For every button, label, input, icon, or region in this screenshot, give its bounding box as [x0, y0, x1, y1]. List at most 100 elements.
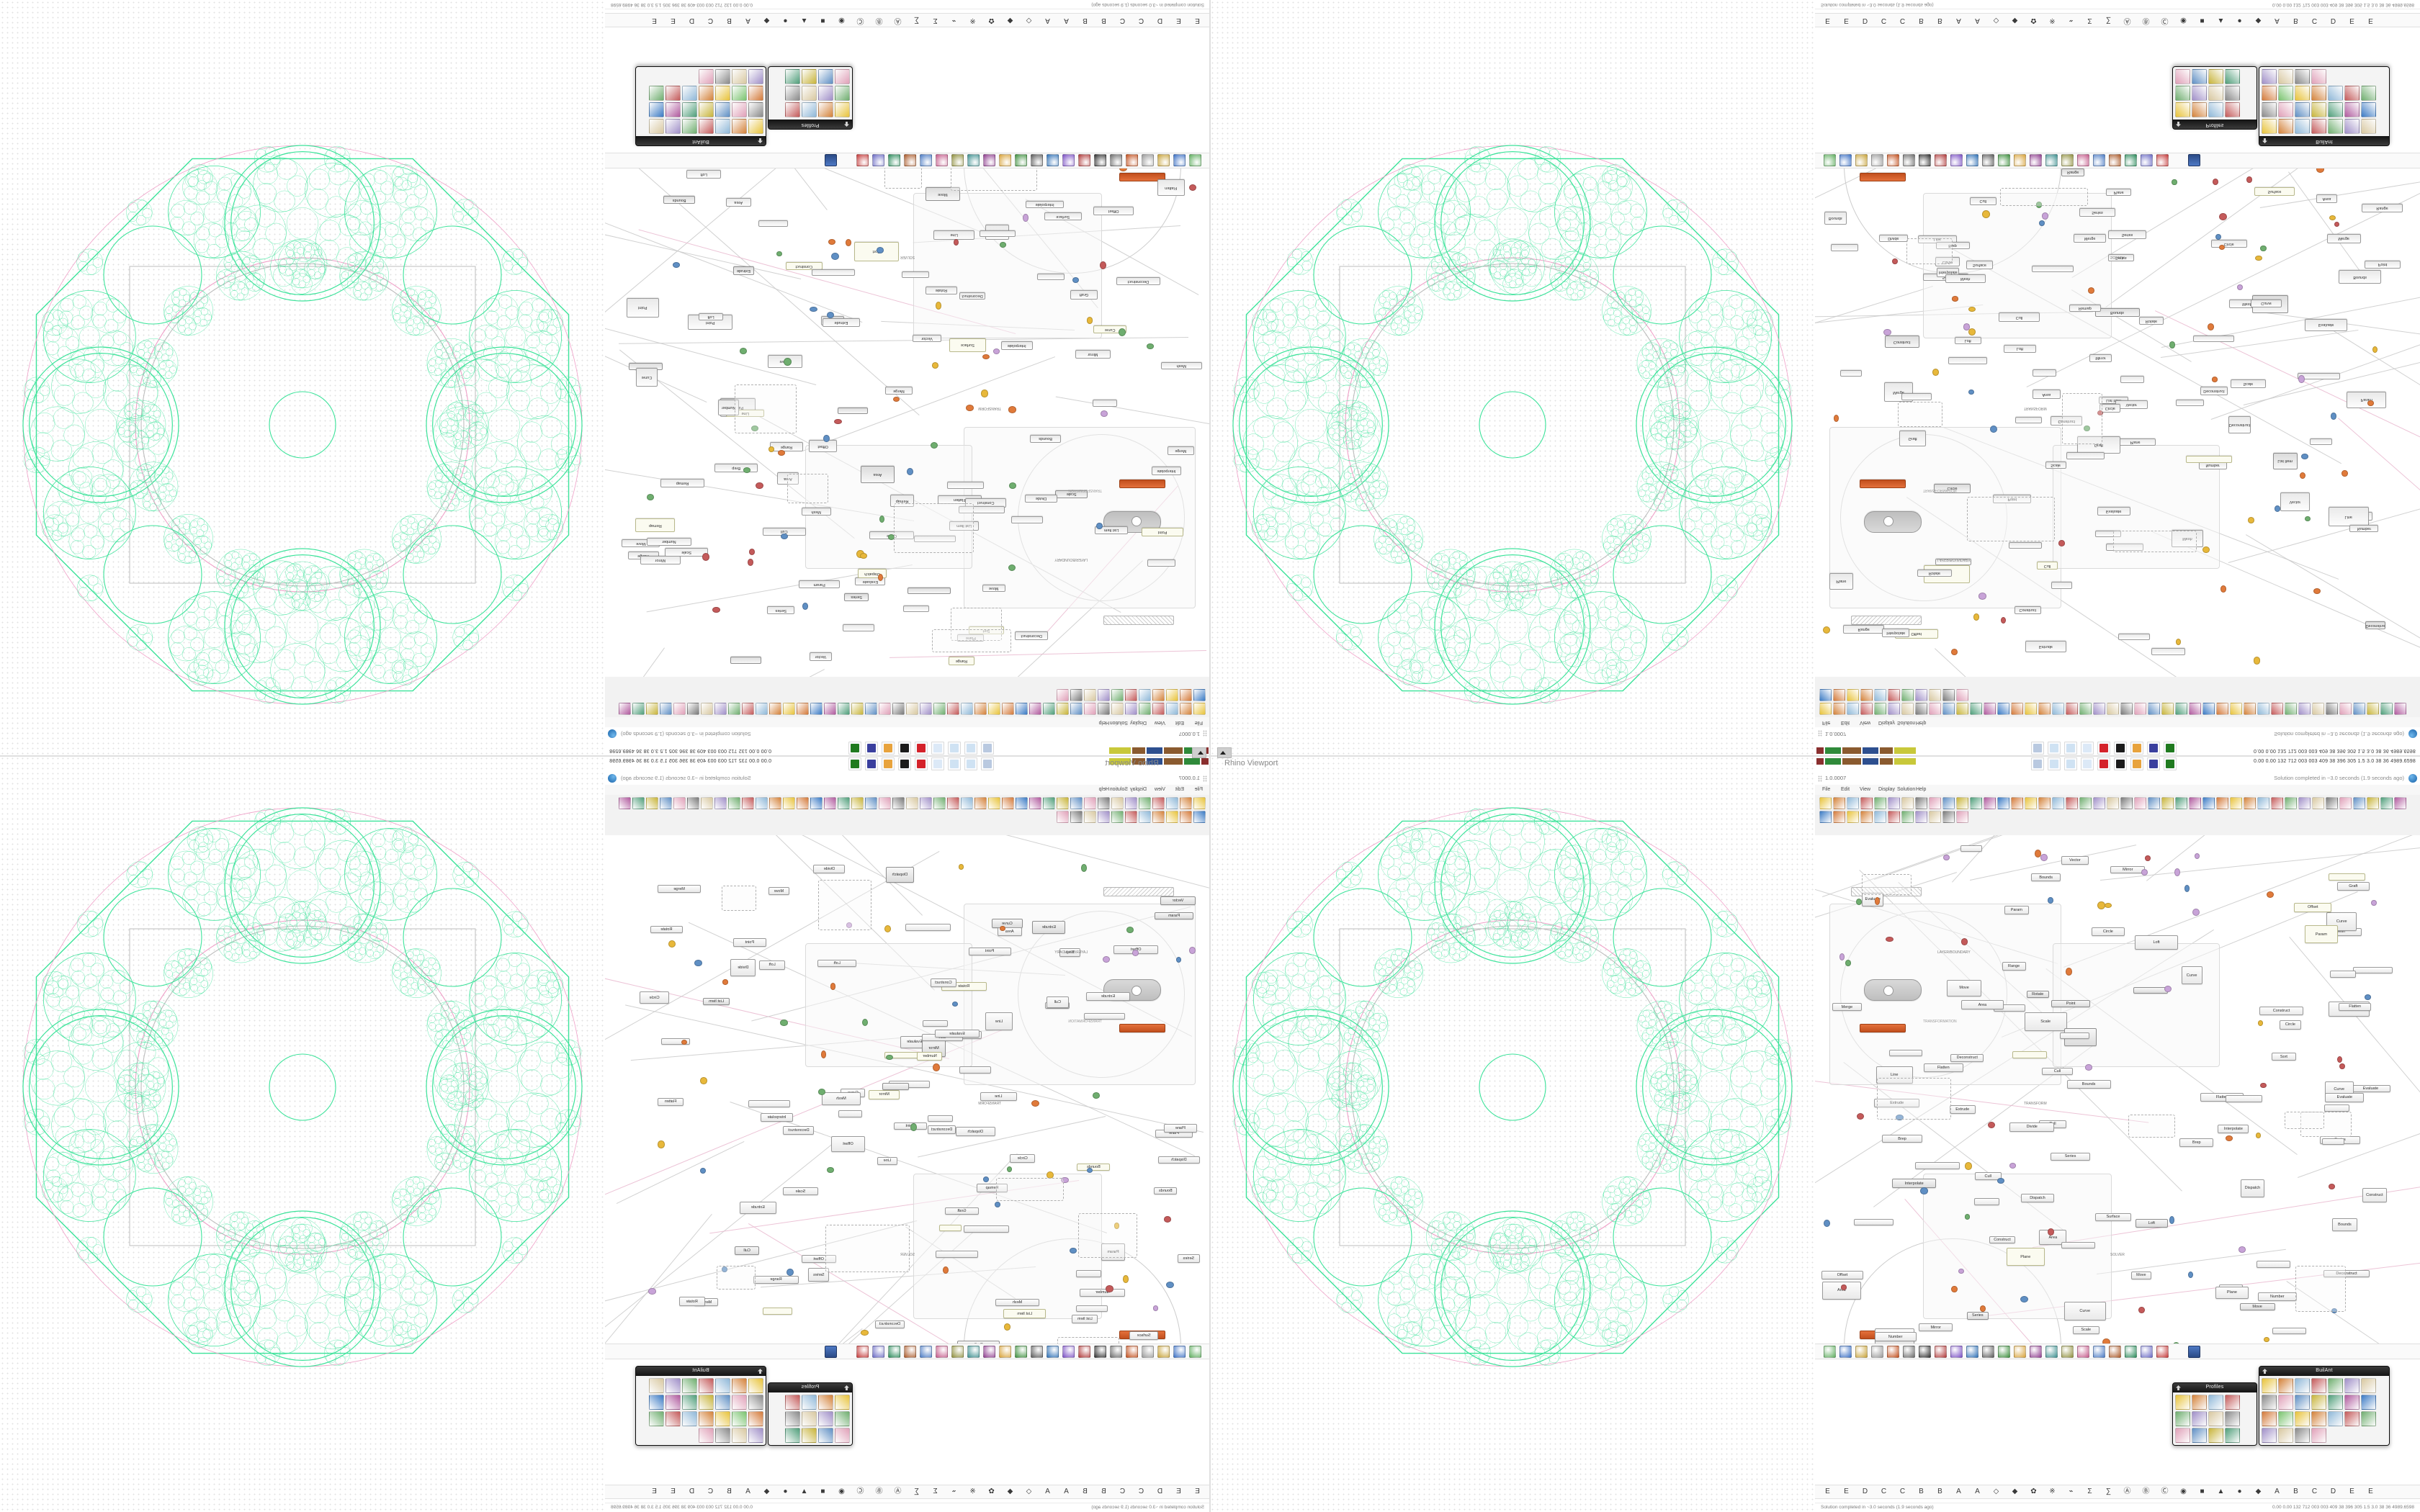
shape-tool-12[interactable]: ※	[2049, 1488, 2056, 1495]
gh-component[interactable]	[2193, 335, 2235, 343]
highlighted-component[interactable]	[1860, 480, 1906, 488]
ribbon-icon-25[interactable]	[851, 797, 864, 809]
surface-warp-icon[interactable]	[682, 1378, 697, 1393]
gh-component[interactable]	[2066, 452, 2105, 460]
shape-tool-15[interactable]: ∑	[913, 1488, 920, 1495]
ball-icon[interactable]	[2344, 102, 2360, 117]
shape-tool-5[interactable]: B	[1101, 1488, 1106, 1495]
ribbon-icon-47[interactable]	[1874, 689, 1886, 701]
toolbar-button-6[interactable]	[1094, 154, 1106, 166]
gh-component[interactable]: Scale	[2024, 1012, 2067, 1032]
ribbon-icon-14[interactable]	[2011, 797, 2023, 809]
param-dot[interactable]	[1973, 613, 1979, 621]
ribbon-icon-48[interactable]	[1125, 689, 1137, 701]
param-dot[interactable]	[2255, 255, 2262, 261]
gh-component[interactable]: Line	[933, 230, 974, 240]
angle-profile-icon[interactable]	[802, 1395, 817, 1410]
param-dot[interactable]	[951, 1001, 959, 1007]
shape-tool-21[interactable]: ▲	[2217, 17, 2225, 24]
node-link-icon[interactable]	[699, 102, 714, 117]
ribbon-icon-18[interactable]	[947, 703, 959, 715]
menu-item-file[interactable]: File	[1194, 720, 1203, 725]
toolbar-button-2[interactable]	[1855, 154, 1868, 166]
ribbon-icon-34[interactable]	[2285, 797, 2297, 809]
ribbon-icon-14[interactable]	[2011, 703, 2023, 715]
param-dot[interactable]	[2084, 1063, 2093, 1071]
torus-icon[interactable]	[2175, 1395, 2190, 1410]
param-dot[interactable]	[1886, 936, 1894, 942]
gh-component[interactable]: List Item	[1072, 1314, 1098, 1324]
gh-component[interactable]	[1037, 273, 1065, 280]
branch-icon[interactable]	[2262, 102, 2277, 117]
drag-grip[interactable]	[1818, 730, 1822, 737]
ribbon-icon-37[interactable]	[687, 797, 699, 809]
param-dot[interactable]	[1093, 1092, 1101, 1099]
shape-tool-23[interactable]: ◆	[763, 1488, 770, 1495]
gh-component[interactable]: Bounds	[1824, 211, 1847, 225]
param-dot[interactable]	[1920, 1187, 1929, 1195]
mesh-surface-3-icon[interactable]	[699, 69, 714, 84]
param-dot[interactable]	[834, 418, 842, 424]
param-dot[interactable]	[1008, 482, 1016, 490]
shape-tool-3[interactable]: C	[1138, 17, 1144, 24]
blue-solid-icon[interactable]	[2361, 86, 2376, 101]
ribbon-icon-48[interactable]	[1125, 811, 1137, 823]
gh-component[interactable]: Series	[2051, 1152, 2091, 1161]
branch-icon[interactable]	[748, 1395, 763, 1410]
param-dot[interactable]	[2172, 179, 2177, 186]
toolbar-button-12[interactable]	[999, 1346, 1011, 1358]
ribbon-icon-29[interactable]	[2216, 797, 2228, 809]
gh-component[interactable]	[1076, 1305, 1108, 1312]
gh-component[interactable]: Surface	[2254, 186, 2295, 196]
node-link-icon[interactable]	[2311, 1395, 2326, 1410]
palette-header[interactable]: Profiles	[768, 120, 852, 129]
node-link-2-icon[interactable]	[2295, 86, 2310, 101]
toolbar-button-2[interactable]	[1157, 1346, 1170, 1358]
gh-component[interactable]: Range	[2061, 168, 2085, 176]
toolbar-button-13[interactable]	[2030, 1346, 2042, 1358]
ribbon-icon-16[interactable]	[974, 703, 987, 715]
pin-icon[interactable]	[2176, 1385, 2181, 1390]
toolbar-button-3[interactable]	[1871, 154, 1883, 166]
frame-pick-icon[interactable]	[732, 1378, 747, 1393]
ribbon-icon-49[interactable]	[1901, 689, 1914, 701]
gh-component[interactable]: Brep	[1881, 1135, 1923, 1143]
gh-component[interactable]: Number	[1080, 1289, 1126, 1297]
gh-component[interactable]	[923, 1020, 948, 1027]
ribbon-icon-17[interactable]	[2052, 703, 2064, 715]
gh-component[interactable]: Interpolate	[1151, 467, 1182, 475]
box-tube-icon[interactable]	[818, 86, 833, 101]
param-dot[interactable]	[2253, 657, 2261, 665]
palette-builant[interactable]: BuilAnt	[635, 1366, 766, 1446]
param-dot[interactable]	[668, 940, 676, 948]
shape-tool-14[interactable]: Σ	[933, 1488, 938, 1495]
gh-component[interactable]	[905, 923, 951, 931]
ribbon-icon-8[interactable]	[1084, 797, 1096, 809]
param-dot[interactable]	[2211, 377, 2218, 382]
ribbon-icon-32[interactable]	[2257, 703, 2269, 715]
shape-tool-10[interactable]: ◆	[1007, 17, 1013, 24]
gh-component[interactable]: Move	[768, 887, 789, 895]
shape-tool-16[interactable]: Ⓐ	[2123, 17, 2131, 24]
gh-component[interactable]: Plane	[2215, 1286, 2249, 1300]
i-beam-icon[interactable]	[835, 1411, 850, 1426]
viewport-tab-right[interactable]	[1217, 747, 1232, 758]
chain-nodes-icon[interactable]	[2311, 119, 2326, 134]
ribbon-icon-12[interactable]	[1984, 797, 1996, 809]
ribbon-icon-35[interactable]	[2298, 703, 2311, 715]
toolbar-button-18[interactable]	[904, 1346, 916, 1358]
shape-tool-10[interactable]: ◆	[1007, 1488, 1013, 1495]
rect-tube-icon[interactable]	[2208, 69, 2223, 84]
shape-tool-7[interactable]: A	[1956, 1488, 1961, 1495]
toolbar-button-19[interactable]	[888, 154, 900, 166]
ribbon-icon-38[interactable]	[2339, 703, 2352, 715]
solver-knob[interactable]	[1131, 986, 1142, 996]
gh-component[interactable]: Number	[2349, 524, 2379, 533]
ribbon-icon-31[interactable]	[2244, 797, 2256, 809]
toolbar-button-6[interactable]	[1094, 1346, 1106, 1358]
ribbon-icon-22[interactable]	[892, 797, 905, 809]
gh-component[interactable]: Curve	[636, 368, 658, 387]
cluster-box[interactable]	[995, 1178, 1064, 1202]
param-dot[interactable]	[1118, 328, 1126, 336]
menu-item-file[interactable]: File	[1822, 720, 1831, 725]
